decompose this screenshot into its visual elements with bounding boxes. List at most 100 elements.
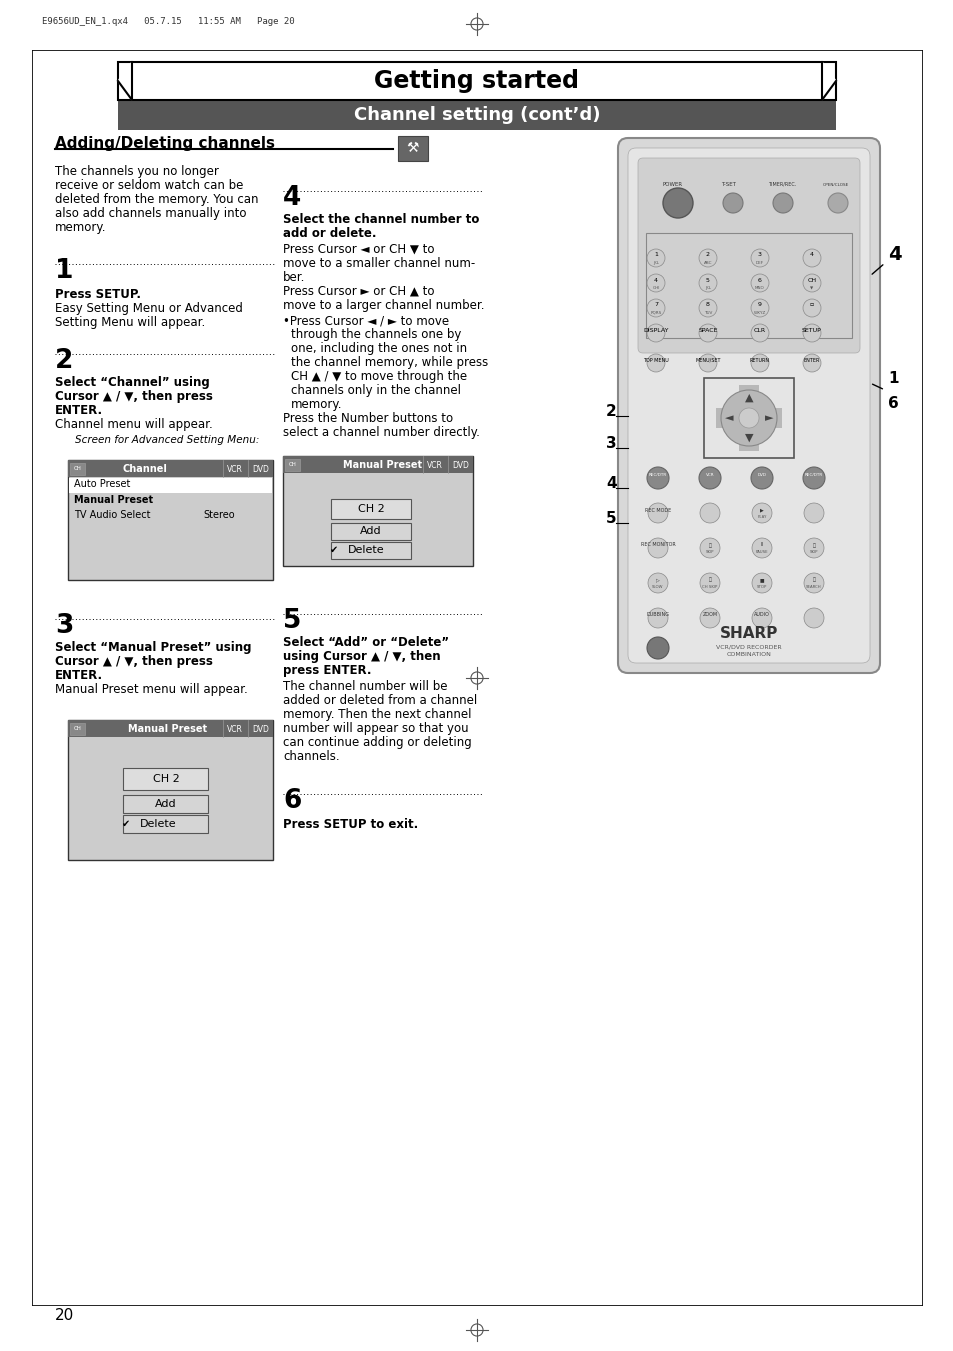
Bar (118, 62, 835, 100)
Circle shape (699, 354, 717, 372)
Circle shape (647, 608, 667, 628)
Text: ✔: ✔ (330, 544, 337, 555)
Bar (645, 232, 851, 338)
Text: 9: 9 (758, 303, 761, 308)
Text: Cursor ▲ / ▼, then press: Cursor ▲ / ▼, then press (55, 655, 213, 667)
Text: 6: 6 (887, 396, 898, 411)
Circle shape (802, 249, 821, 267)
Text: memory. Then the next channel: memory. Then the next channel (283, 708, 471, 721)
Bar (68, 459, 273, 477)
Text: ⏮: ⏮ (708, 543, 711, 547)
Text: 7: 7 (654, 303, 658, 308)
Text: DEF: DEF (755, 261, 763, 265)
Circle shape (750, 324, 768, 342)
Text: also add channels manually into: also add channels manually into (55, 207, 246, 220)
Text: ✔: ✔ (122, 819, 130, 830)
Circle shape (699, 249, 717, 267)
Text: Screen for Advanced Setting Menu:: Screen for Advanced Setting Menu: (75, 435, 259, 444)
Text: DVD: DVD (253, 465, 269, 473)
FancyBboxPatch shape (638, 158, 859, 353)
Circle shape (750, 354, 768, 372)
Text: Press Cursor ◄ or CH ▼ to: Press Cursor ◄ or CH ▼ to (283, 243, 434, 255)
Text: 2: 2 (705, 253, 709, 258)
Text: Stereo: Stereo (203, 509, 234, 520)
Text: CH: CH (806, 277, 816, 282)
Text: Channel setting (cont’d): Channel setting (cont’d) (354, 105, 599, 124)
FancyBboxPatch shape (627, 149, 869, 663)
Text: ENTER: ENTER (803, 358, 820, 362)
Text: DVD: DVD (452, 461, 469, 470)
Text: Select the channel number to: Select the channel number to (283, 213, 478, 226)
Text: ▲: ▲ (744, 393, 753, 403)
Text: move to a smaller channel num-: move to a smaller channel num- (283, 257, 475, 270)
Text: WXYZ: WXYZ (753, 311, 765, 315)
Circle shape (699, 299, 717, 317)
Text: DVD: DVD (757, 473, 765, 477)
Text: 2: 2 (55, 349, 73, 374)
Text: MNO: MNO (755, 286, 764, 290)
Text: DUBBING: DUBBING (646, 612, 669, 617)
Text: Channel: Channel (123, 463, 168, 474)
Text: COMBINATION: COMBINATION (726, 653, 771, 658)
Text: TV Audio Select: TV Audio Select (74, 509, 151, 520)
Circle shape (646, 249, 664, 267)
Text: Select “Manual Preset” using: Select “Manual Preset” using (55, 640, 252, 654)
Bar (283, 457, 473, 566)
Text: Select “Channel” using: Select “Channel” using (55, 376, 210, 389)
Circle shape (646, 274, 664, 292)
Circle shape (803, 503, 823, 523)
Bar (285, 459, 299, 471)
Text: SHARP: SHARP (720, 626, 778, 640)
Text: 4: 4 (283, 185, 301, 211)
Circle shape (772, 193, 792, 213)
Text: 4: 4 (887, 245, 901, 263)
Text: SKIP: SKIP (705, 550, 714, 554)
Text: CH: CH (74, 727, 82, 731)
Circle shape (700, 538, 720, 558)
Text: JKL: JKL (652, 261, 659, 265)
Text: Manual Preset: Manual Preset (343, 459, 421, 470)
Text: SETUP: SETUP (801, 327, 821, 332)
Text: ◄: ◄ (724, 413, 733, 423)
Text: ⏭: ⏭ (812, 543, 815, 547)
Text: PQRS: PQRS (650, 311, 661, 315)
Text: 5: 5 (283, 608, 301, 634)
Text: VCR: VCR (227, 724, 243, 734)
Text: ⚒: ⚒ (406, 141, 418, 155)
Text: 1: 1 (55, 258, 73, 284)
Bar (70, 723, 85, 735)
Bar (70, 463, 85, 476)
Text: add or delete.: add or delete. (283, 227, 376, 240)
Text: The channels you no longer: The channels you no longer (55, 165, 218, 178)
Text: PLAY: PLAY (757, 515, 766, 519)
Text: CH: CH (74, 466, 82, 471)
Text: Press SETUP to exit.: Press SETUP to exit. (283, 817, 417, 831)
Text: 4: 4 (809, 253, 813, 258)
Text: 3: 3 (758, 253, 761, 258)
Text: Cursor ▲ / ▼, then press: Cursor ▲ / ▼, then press (55, 390, 213, 403)
Text: Delete: Delete (347, 544, 384, 555)
Bar (123, 767, 208, 790)
Text: VCR: VCR (227, 465, 243, 473)
Text: RETURN: RETURN (749, 358, 769, 362)
Bar (69, 478, 272, 493)
Text: OPEN/CLOSE: OPEN/CLOSE (822, 182, 848, 186)
Text: PAUSE: PAUSE (755, 550, 767, 554)
Text: VCR: VCR (427, 461, 442, 470)
Bar (716, 408, 735, 428)
Text: ENTER.: ENTER. (55, 669, 103, 682)
Text: channels.: channels. (283, 750, 339, 763)
Text: ⏭: ⏭ (812, 577, 815, 582)
Bar (331, 542, 411, 559)
Text: Manual Preset: Manual Preset (74, 494, 153, 505)
Text: REC/DTR: REC/DTR (804, 473, 822, 477)
Text: POWER: POWER (662, 182, 682, 186)
Bar (123, 794, 208, 813)
Text: TUV: TUV (703, 311, 712, 315)
Text: 20: 20 (55, 1308, 74, 1323)
Text: T-SET: T-SET (720, 182, 735, 186)
Circle shape (699, 324, 717, 342)
Circle shape (802, 324, 821, 342)
Circle shape (646, 324, 664, 342)
Text: 6: 6 (758, 277, 761, 282)
